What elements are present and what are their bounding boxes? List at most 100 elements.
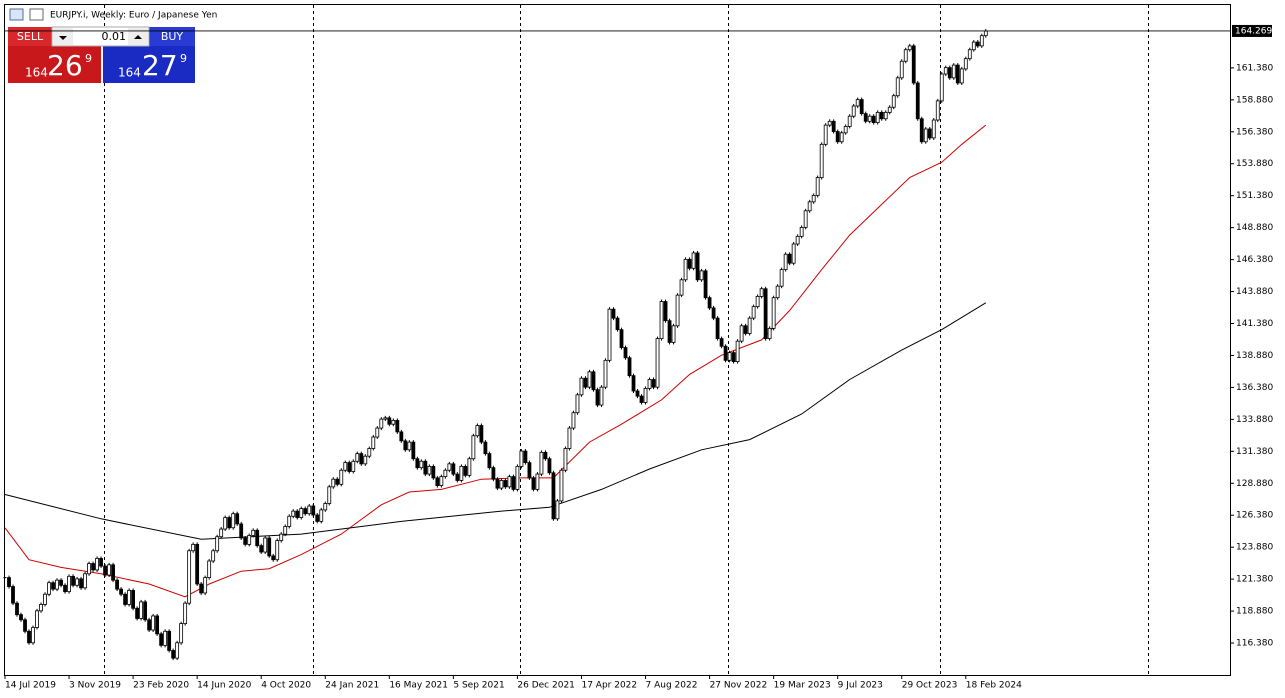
candle-body: [275, 540, 280, 561]
candle-body: [315, 514, 320, 522]
candle-body: [187, 550, 192, 604]
candle-body: [107, 564, 111, 576]
candle-body: [779, 269, 784, 287]
y-tick-label: 148.880: [1236, 223, 1273, 233]
candle-body: [487, 453, 492, 469]
candle-body: [195, 543, 200, 585]
candle-body: [383, 417, 388, 420]
candle-body: [923, 128, 928, 143]
candle-body: [23, 619, 27, 632]
lot-input[interactable]: [51, 26, 150, 47]
candle-body: [875, 111, 880, 123]
candle-body: [975, 41, 980, 47]
candle-body: [319, 509, 324, 522]
candle-body: [951, 64, 956, 79]
sell-button[interactable]: [8, 27, 52, 46]
candle-body: [843, 126, 848, 134]
candle-body: [423, 460, 428, 475]
candle-body: [55, 579, 59, 590]
x-tick-label: 17 Apr 2022: [581, 681, 637, 691]
candle-body: [971, 41, 976, 51]
candle-body: [391, 419, 396, 425]
candle-body: [831, 120, 836, 132]
candle-body: [7, 577, 11, 587]
candle-body: [935, 100, 940, 121]
candle-body: [43, 593, 47, 605]
candle-body: [819, 143, 824, 178]
candle-body: [367, 448, 372, 457]
candle-body: [159, 633, 164, 646]
candle-body: [91, 563, 95, 571]
candle-body: [27, 630, 31, 644]
candle-body: [263, 537, 268, 553]
candle-body: [531, 477, 536, 490]
candle-body: [967, 49, 972, 60]
x-tick-label: 3 Nov 2019: [69, 681, 121, 691]
candle-body: [803, 210, 808, 228]
candle-body: [211, 550, 216, 562]
candle-body: [503, 480, 508, 488]
candle-body: [871, 115, 876, 123]
candle-body: [131, 589, 136, 609]
candle-body: [71, 575, 75, 586]
candle-body: [255, 529, 260, 547]
candle-body: [351, 460, 356, 472]
candle-body: [215, 536, 220, 552]
candle-body: [839, 132, 844, 143]
lot-value[interactable]: 0.01: [102, 30, 127, 43]
candle-body: [671, 325, 676, 343]
candle-body: [883, 111, 888, 120]
candle-body: [743, 325, 748, 334]
candle-body: [879, 111, 884, 120]
x-tick-label: 16 May 2021: [389, 681, 448, 691]
candle-body: [955, 64, 960, 84]
candle-body: [511, 476, 516, 490]
candle-body: [907, 45, 912, 51]
candle-body: [683, 258, 688, 281]
candle-body: [59, 579, 63, 586]
candle-body: [851, 105, 856, 117]
candle-body: [519, 450, 524, 467]
candle-body: [467, 458, 472, 476]
buy-button[interactable]: [150, 27, 195, 46]
title-bar: EURJPY.i, Weekly: Euro / Japanese Yen: [9, 8, 217, 21]
candle-body: [579, 377, 584, 396]
candle-body: [963, 58, 968, 70]
candle-body: [99, 558, 103, 567]
buy-label[interactable]: BUY: [161, 30, 184, 43]
candle-body: [571, 412, 576, 429]
candle-body: [699, 270, 704, 281]
candle-body: [175, 642, 180, 659]
candle-body: [355, 453, 360, 462]
candle-body: [515, 466, 520, 490]
candle-body: [67, 575, 71, 593]
y-tick-label: 121.380: [1236, 575, 1273, 585]
period-separators: [104, 5, 1149, 675]
candle-body: [691, 252, 696, 269]
candle-body: [747, 317, 752, 334]
y-tick-label: 153.880: [1236, 159, 1273, 169]
y-tick-label: 141.380: [1236, 319, 1273, 329]
buy-pips: 27: [142, 49, 178, 82]
candle-body: [863, 113, 868, 122]
candle-body: [259, 545, 264, 553]
candle-body: [555, 500, 560, 520]
candle-body: [567, 427, 572, 449]
candle-body: [959, 68, 964, 84]
candle-body: [239, 523, 244, 539]
x-tick-label: 5 Sep 2021: [453, 681, 504, 691]
candle-body: [395, 419, 400, 433]
candle-body: [527, 462, 532, 479]
candle-body: [231, 513, 236, 529]
candle-body: [139, 601, 144, 619]
candle-body: [855, 99, 860, 107]
candle-body: [251, 529, 256, 536]
candle-body: [151, 615, 156, 631]
candle-body: [651, 379, 656, 388]
candle-body: [15, 602, 19, 616]
candle-body: [287, 515, 292, 527]
candle-body: [731, 352, 736, 363]
candle-body: [947, 67, 952, 79]
sell-label[interactable]: SELL: [17, 30, 44, 43]
candle-body: [827, 120, 832, 126]
